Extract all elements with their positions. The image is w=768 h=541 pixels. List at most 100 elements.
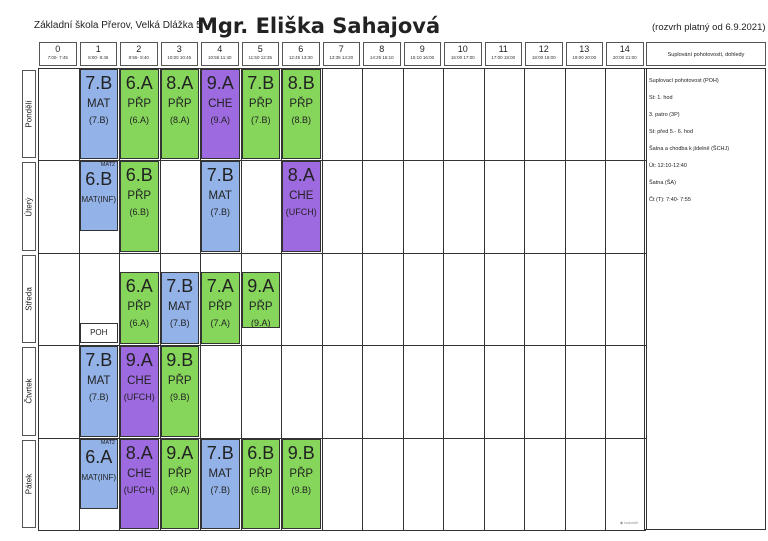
lesson-cell[interactable]: 7.B MAT (7.B) (160, 271, 199, 345)
lesson-class: 6.A (85, 446, 113, 467)
lesson-class: 6.B (247, 442, 275, 463)
lesson-subject: CHE (127, 467, 152, 480)
lesson-subject: CHE (289, 190, 314, 203)
lesson-cell[interactable]: 8.A PŘP (8.A) (160, 69, 199, 160)
lesson-subject: MAT(INF) (81, 195, 116, 205)
lesson-cell[interactable]: 8.A CHE (UFCH) (120, 438, 159, 529)
period-number: 12 (538, 44, 549, 54)
day-header-1: Úterý (22, 162, 36, 251)
side-header-label: Suplování pohotovostí, dohledy (667, 52, 745, 58)
lesson-subject: PŘP (289, 467, 314, 480)
lesson-subject: PŘP (248, 300, 273, 313)
lesson-cell[interactable]: 6.B PŘP (6.B) (120, 161, 159, 252)
day-label: Úterý (24, 197, 34, 217)
lesson-group: (7.B) (250, 115, 271, 125)
period-time: 18:00 19:00 (531, 55, 556, 60)
lesson-group: (8.A) (169, 115, 190, 125)
lesson-class: 9.A (247, 275, 275, 296)
lesson-cell[interactable]: 6.B PŘP (6.B) (241, 438, 280, 529)
lesson-cell[interactable]: 7.B PŘP (7.B) (241, 69, 280, 160)
lesson-cell[interactable]: 9.B PŘP (9.B) (282, 438, 321, 529)
day-label: Čtvrtek (24, 378, 34, 405)
lesson-cell[interactable]: 8.B PŘP (8.B) (282, 69, 321, 160)
lesson-class: 9.A (125, 350, 153, 371)
grid-line-horizontal (38, 68, 646, 69)
period-header-0: 0 7:00- 7:45 (39, 42, 77, 66)
lesson-cell[interactable]: 8.A CHE (UFCH) (282, 161, 321, 252)
lesson-class: 7.B (85, 73, 113, 93)
lesson-class: 7.B (166, 275, 194, 296)
period-number: 3 (176, 44, 182, 54)
period-time: 10:00 10:45 (167, 55, 192, 60)
grid-line-vertical (483, 68, 485, 530)
side-note: Út: 12:10-12:40 (649, 163, 687, 169)
lesson-class: 7.A (206, 275, 234, 296)
side-note: Šatna (ŠA) (649, 180, 676, 186)
period-time: 8:55- 9:40 (128, 55, 149, 60)
lesson-cell[interactable]: 9.A PŘP (9.A) (241, 271, 280, 328)
lesson-class: 6.A (125, 73, 153, 93)
lesson-cell[interactable]: 9.A CHE (9.A) (201, 69, 240, 160)
lesson-cell[interactable]: 6.A PŘP (6.A) (120, 69, 159, 160)
lesson-cell[interactable]: 7.B MAT (7.B) (201, 438, 240, 529)
period-time: 8:00- 8:45 (88, 55, 109, 60)
period-header-14: 14 20:00 21:00 (606, 42, 644, 66)
lesson-subject: MAT(INF) (81, 472, 116, 482)
side-panel (644, 68, 766, 530)
lesson-cell[interactable]: 7.A PŘP (7.A) (201, 271, 240, 345)
period-number: 5 (257, 44, 263, 54)
lesson-class: 8.A (166, 73, 194, 93)
period-time: 12:45 13:30 (288, 55, 313, 60)
period-number: 4 (217, 44, 223, 54)
period-header-3: 3 10:00 10:45 (160, 42, 198, 66)
lesson-group: (UFCH) (285, 207, 317, 218)
lesson-cell[interactable]: MAT2 6.B MAT(INF) (79, 161, 118, 232)
period-time: 19:00 20:00 (572, 55, 597, 60)
lesson-subject: PŘP (167, 375, 192, 388)
lesson-class: 6.B (125, 165, 153, 186)
day-label: Pondělí (24, 100, 34, 128)
lesson-cell[interactable]: MAT2 6.A MAT(INF) (79, 438, 118, 509)
lesson-subject: PŘP (167, 98, 192, 110)
lesson-cell[interactable]: 7.B MAT (7.B) (201, 161, 240, 252)
lesson-cell[interactable]: 9.A CHE (UFCH) (120, 346, 159, 437)
lesson-subject: PŘP (167, 467, 192, 480)
lesson-cell[interactable]: 9.A PŘP (9.A) (160, 438, 199, 529)
lesson-class: 6.B (85, 169, 113, 190)
lesson-group: (6.A) (129, 317, 149, 328)
grid-line-vertical (321, 68, 323, 530)
period-header-4: 4 10:55 11:40 (201, 42, 239, 66)
lesson-class: 8.A (125, 442, 153, 463)
period-number: 8 (379, 44, 385, 54)
lesson-class: 7.B (206, 442, 234, 463)
period-time: 11:50 12:35 (248, 55, 272, 60)
lesson-class: 9.B (166, 350, 194, 371)
grid-line-horizontal (38, 252, 646, 254)
lesson-group: (6.A) (129, 115, 149, 125)
period-header-5: 5 11:50 12:35 (241, 42, 279, 66)
lesson-cell[interactable]: 7.B MAT (7.B) (79, 69, 118, 160)
lesson-cell[interactable]: 6.A PŘP (6.A) (120, 271, 159, 345)
lesson-group: (9.B) (291, 484, 311, 495)
lesson-cell[interactable]: 9.B PŘP (9.B) (160, 346, 199, 437)
grid-line-vertical (281, 68, 282, 530)
period-header-7: 7 13:35 14:20 (322, 42, 360, 66)
lesson-class: 9.B (287, 442, 315, 463)
grid-line-horizontal (38, 160, 646, 162)
period-number: 7 (338, 44, 344, 54)
period-time: 14:25 15:10 (369, 55, 394, 60)
lesson-group: (9.B) (169, 392, 190, 403)
lesson-subject-alt: MAT2 (100, 439, 115, 446)
grid-line-vertical (362, 68, 363, 530)
grid-line-vertical (564, 68, 566, 530)
lesson-group: (6.B) (250, 484, 271, 495)
lesson-cell[interactable]: 7.B MAT (7.B) (79, 346, 118, 437)
lesson-group: (6.B) (129, 207, 149, 218)
side-note: Šatna a chodba k jídelně (ŠCHJ) (649, 146, 730, 152)
lesson-subject: PŘP (289, 98, 314, 110)
lesson-group: (9.A) (210, 115, 230, 125)
grid-line-vertical (119, 68, 120, 530)
lesson-class: 9.A (206, 73, 234, 93)
lesson-group: (7.B) (210, 484, 230, 495)
duty-cell-poh[interactable]: POH (79, 323, 118, 344)
